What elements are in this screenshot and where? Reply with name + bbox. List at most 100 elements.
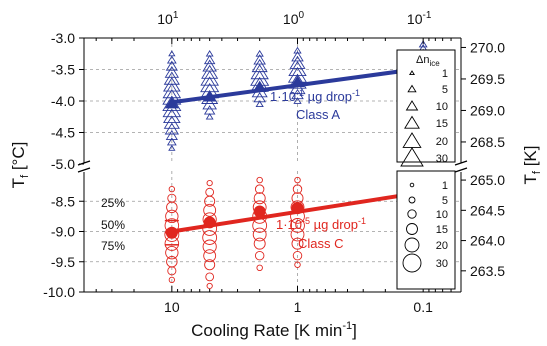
class-c-marker — [290, 218, 305, 233]
legend-title: Δnice — [416, 54, 440, 68]
class-c-marker — [292, 250, 303, 261]
class-c-median-marker — [291, 201, 304, 214]
x-tick-label-0: 10 — [164, 299, 180, 315]
lower-left-tick-label-1: -9.0 — [51, 224, 75, 240]
legend-circle-label-20: 20 — [436, 240, 448, 252]
svg-text:1·10-5 µg drop-1: 1·10-5 µg drop-1 — [276, 216, 366, 232]
class-c-marker — [167, 266, 177, 276]
legend-circle-label-1: 1 — [442, 180, 448, 192]
class-c-marker — [206, 179, 213, 187]
class-a-marker — [418, 40, 428, 48]
class-c-marker — [292, 184, 303, 194]
class-a-marker — [253, 54, 266, 65]
percentile-label-25: 25% — [101, 196, 125, 210]
legend-circle-10 — [407, 209, 417, 219]
class-a-marker — [205, 113, 214, 120]
top-x-tick-label-2: 10-1 — [407, 10, 432, 27]
axis-ticks — [79, 37, 466, 293]
legend-triangle-label-20: 20 — [436, 136, 448, 148]
class-c-marker — [202, 230, 218, 245]
class-c-median-marker — [253, 205, 266, 218]
legend-triangle-label-15: 15 — [436, 118, 448, 130]
class-c-marker — [204, 259, 216, 271]
legend-circle-1 — [409, 182, 415, 188]
class-c-marker — [290, 227, 305, 242]
legend-circle-15 — [406, 223, 418, 235]
class-a-annotation: 1·10-1 µg drop-1 Class A — [270, 88, 360, 122]
axis-break-right — [454, 160, 468, 173]
class-a-marker — [203, 54, 216, 65]
x-axis-label: Cooling Rate [K min-1] — [191, 320, 357, 340]
class-c-marker — [202, 239, 217, 254]
legend-triangle-1 — [408, 70, 416, 76]
class-a-marker — [165, 60, 178, 71]
lower-right-tick-label-0: 265.0 — [470, 172, 505, 188]
legend-triangle-15 — [404, 115, 420, 129]
class-a-marker — [255, 49, 264, 57]
class-a-median-marker — [290, 75, 305, 87]
class-c-marker — [168, 276, 175, 284]
class-a-marker — [165, 129, 178, 140]
class-a-marker — [255, 100, 264, 108]
class-a-marker — [201, 64, 219, 79]
percentile-label-75: 75% — [101, 239, 125, 253]
legend-circle-20 — [404, 237, 420, 253]
upper-right-tick-label-0: 270.0 — [470, 39, 505, 55]
upper-left-tick-label-2: -4.0 — [51, 93, 75, 109]
legend-circle-label-30: 30 — [436, 258, 448, 270]
class-c-marker — [254, 250, 265, 261]
class-a-marker — [288, 60, 307, 77]
class-c-label: Class C — [298, 236, 344, 251]
lower-right-tick-label-1: 264.5 — [470, 202, 505, 218]
lower-left-tick-label-0: -8.5 — [51, 193, 75, 209]
upper-right-tick-label-1: 269.5 — [470, 71, 505, 87]
class-a-median-marker — [252, 80, 267, 93]
upper-left-tick-label-1: -3.5 — [51, 62, 75, 78]
class-a-marker — [163, 108, 181, 124]
class-a-marker — [202, 97, 217, 110]
class-c-marker — [291, 237, 304, 250]
class-c-marker — [206, 282, 213, 290]
legend-circle-label-10: 10 — [436, 209, 448, 221]
class-c-annotation: 1·10-5 µg drop-1 Class C — [276, 216, 366, 251]
upper-left-tick-label-4: -5.0 — [51, 156, 75, 172]
class-c-marker — [253, 237, 266, 250]
class-c-marker — [165, 246, 179, 260]
lower-right-tick-label-3: 263.5 — [470, 263, 505, 279]
class-a-marker — [164, 122, 180, 135]
class-a-median-marker — [164, 97, 179, 109]
legend-circle-30 — [402, 253, 422, 273]
class-a-marker — [163, 115, 180, 129]
top-x-tick-label-1: 100 — [283, 10, 305, 27]
upper-left-tick-label-3: -4.5 — [51, 125, 75, 141]
class-c-median-marker — [203, 216, 216, 229]
class-c-marker — [256, 264, 263, 272]
class-c-marker — [165, 209, 179, 224]
legend-circle-label-15: 15 — [436, 224, 448, 236]
class-c-marker — [294, 261, 301, 269]
left-y-axis-label: Tf [°C] — [9, 142, 31, 189]
class-a-marker — [293, 97, 302, 104]
class-c-marker — [166, 201, 178, 214]
class-a-marker — [288, 73, 307, 89]
legend-circle-label-5: 5 — [442, 195, 448, 207]
class-c-marker — [254, 184, 265, 194]
legend-triangle-30 — [400, 147, 424, 167]
class-c-marker — [252, 227, 267, 242]
legend-box-triangles — [396, 49, 456, 163]
class-c-marker — [294, 176, 301, 184]
class-c-marker — [253, 192, 266, 205]
legend-triangle-label-10: 10 — [436, 101, 448, 113]
class-a-marker — [168, 144, 176, 151]
class-a-marker — [200, 70, 220, 86]
lower-left-tick-label-2: -9.5 — [51, 254, 75, 270]
top-x-tick-label-0: 101 — [157, 10, 179, 27]
class-a-label: Class A — [296, 107, 340, 122]
class-c-marker — [204, 195, 216, 207]
class-c-marker — [203, 203, 217, 217]
upper-left-tick-label-0: -3.0 — [51, 30, 75, 46]
class-a-marker — [250, 64, 269, 80]
class-a-median-marker — [202, 90, 217, 102]
